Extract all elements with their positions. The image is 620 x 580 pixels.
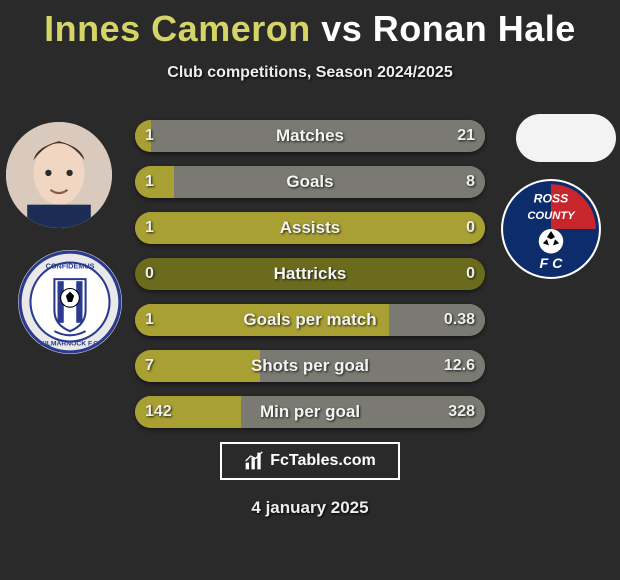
bars-icon <box>244 451 264 471</box>
stat-label: Assists <box>135 212 485 244</box>
player2-name: Ronan Hale <box>373 8 576 49</box>
subtitle: Club competitions, Season 2024/2025 <box>0 64 620 82</box>
crest1-icon: CONFIDEMUS KILMARNOCK F.C. <box>18 250 122 354</box>
svg-text:KILMARNOCK F.C.: KILMARNOCK F.C. <box>40 341 100 348</box>
stat-label: Goals per match <box>135 304 485 336</box>
stat-row: 121Matches <box>135 120 485 152</box>
svg-text:COUNTY: COUNTY <box>527 210 576 222</box>
stat-label: Goals <box>135 166 485 198</box>
svg-text:CONFIDEMUS: CONFIDEMUS <box>46 262 95 271</box>
crest2-icon: ROSS COUNTY F C <box>500 178 602 280</box>
player1-avatar <box>6 122 112 228</box>
vs-separator: vs <box>321 8 362 49</box>
player2-club-crest: ROSS COUNTY F C <box>500 178 602 280</box>
stat-row: 142328Min per goal <box>135 396 485 428</box>
date-label: 4 january 2025 <box>0 498 620 518</box>
player1-club-crest: CONFIDEMUS KILMARNOCK F.C. <box>18 250 122 354</box>
stat-row: 712.6Shots per goal <box>135 350 485 382</box>
brand-badge: FcTables.com <box>220 442 400 480</box>
stat-bars: 121Matches 18Goals 10Assists 00Hattricks 10.… <box>135 120 485 442</box>
stat-row: 18Goals <box>135 166 485 198</box>
player1-face-icon <box>6 122 112 228</box>
stat-label: Min per goal <box>135 396 485 428</box>
svg-text:ROSS: ROSS <box>534 191 570 205</box>
stat-label: Matches <box>135 120 485 152</box>
stat-label: Hattricks <box>135 258 485 290</box>
brand-text: FcTables.com <box>270 452 376 470</box>
player1-name: Innes Cameron <box>44 8 311 49</box>
stat-row: 10Assists <box>135 212 485 244</box>
stat-label: Shots per goal <box>135 350 485 382</box>
stat-row: 10.38Goals per match <box>135 304 485 336</box>
stat-row: 00Hattricks <box>135 258 485 290</box>
player2-avatar <box>516 114 616 162</box>
comparison-title: Innes Cameron vs Ronan Hale <box>0 0 620 50</box>
svg-text:F C: F C <box>540 256 564 272</box>
